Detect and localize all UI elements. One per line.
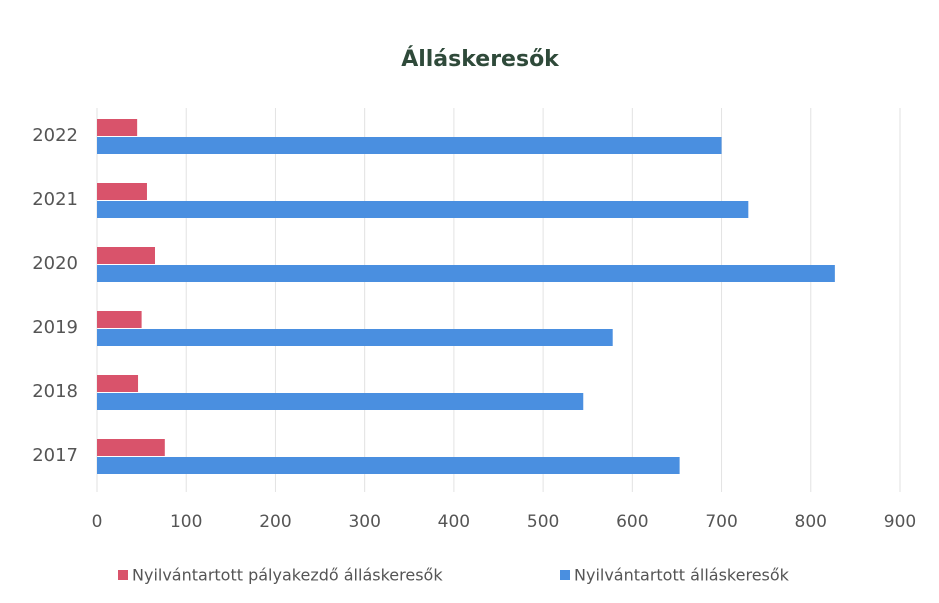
bar [97, 137, 722, 154]
x-tick-label: 900 [884, 512, 916, 532]
y-tick-label: 2017 [32, 445, 78, 466]
bar [97, 201, 749, 218]
legend-swatch [118, 570, 128, 580]
x-tick-label: 0 [92, 512, 103, 532]
y-tick-label: 2020 [32, 253, 78, 274]
bar [97, 183, 147, 200]
bar [97, 439, 165, 456]
chart-title: Álláskeresők [401, 46, 560, 72]
y-tick-label: 2018 [32, 381, 78, 402]
bar [97, 265, 835, 282]
bar [97, 119, 138, 136]
y-tick-label: 2022 [32, 125, 78, 146]
legend-swatch [560, 570, 570, 580]
x-tick-label: 400 [438, 512, 470, 532]
bar [97, 393, 584, 410]
bar [97, 329, 613, 346]
x-tick-label: 300 [348, 512, 380, 532]
x-tick-label: 600 [616, 512, 648, 532]
x-tick-label: 700 [705, 512, 737, 532]
x-tick-label: 200 [259, 512, 291, 532]
x-tick-label: 800 [795, 512, 827, 532]
y-tick-label: 2019 [32, 317, 78, 338]
legend-label: Nyilvántartott pályakezdő álláskeresők [132, 566, 443, 585]
bar [97, 457, 680, 474]
x-tick-label: 100 [170, 512, 202, 532]
bar [97, 311, 142, 328]
bar [97, 247, 155, 264]
legend-label: Nyilvántartott álláskeresők [574, 566, 790, 585]
bar [97, 375, 139, 392]
y-tick-label: 2021 [32, 189, 78, 210]
x-tick-label: 500 [527, 512, 559, 532]
